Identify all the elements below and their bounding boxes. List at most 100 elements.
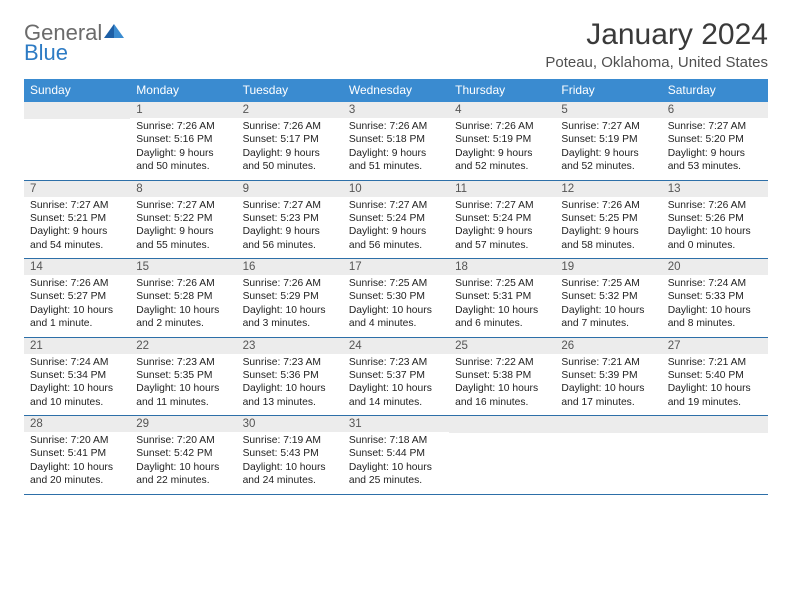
sunrise-line: Sunrise: 7:26 AM bbox=[455, 120, 549, 133]
sunset-line: Sunset: 5:39 PM bbox=[561, 369, 655, 382]
title-block: January 2024 Poteau, Oklahoma, United St… bbox=[545, 18, 768, 71]
day-number: 30 bbox=[237, 416, 343, 432]
sunrise-line: Sunrise: 7:27 AM bbox=[136, 199, 230, 212]
sunrise-line: Sunrise: 7:23 AM bbox=[349, 356, 443, 369]
dow-wed: Wednesday bbox=[343, 79, 449, 102]
day-body bbox=[449, 433, 555, 491]
week-row: 14Sunrise: 7:26 AMSunset: 5:27 PMDayligh… bbox=[24, 259, 768, 338]
daylight-line: Daylight: 10 hours and 10 minutes. bbox=[30, 382, 124, 409]
day-cell bbox=[662, 416, 768, 495]
sunset-line: Sunset: 5:23 PM bbox=[243, 212, 337, 225]
sunset-line: Sunset: 5:29 PM bbox=[243, 290, 337, 303]
day-cell: 27Sunrise: 7:21 AMSunset: 5:40 PMDayligh… bbox=[662, 337, 768, 416]
day-number: 26 bbox=[555, 338, 661, 354]
sunrise-line: Sunrise: 7:25 AM bbox=[561, 277, 655, 290]
sunset-line: Sunset: 5:17 PM bbox=[243, 133, 337, 146]
sunrise-line: Sunrise: 7:23 AM bbox=[243, 356, 337, 369]
day-body: Sunrise: 7:26 AMSunset: 5:27 PMDaylight:… bbox=[24, 275, 130, 337]
day-body bbox=[662, 433, 768, 491]
daylight-line: Daylight: 10 hours and 7 minutes. bbox=[561, 304, 655, 331]
day-body: Sunrise: 7:23 AMSunset: 5:37 PMDaylight:… bbox=[343, 354, 449, 416]
day-body: Sunrise: 7:26 AMSunset: 5:18 PMDaylight:… bbox=[343, 118, 449, 180]
sunrise-line: Sunrise: 7:26 AM bbox=[668, 199, 762, 212]
day-number: 3 bbox=[343, 102, 449, 118]
sunrise-line: Sunrise: 7:26 AM bbox=[243, 120, 337, 133]
day-body: Sunrise: 7:24 AMSunset: 5:34 PMDaylight:… bbox=[24, 354, 130, 416]
dow-mon: Monday bbox=[130, 79, 236, 102]
day-body: Sunrise: 7:27 AMSunset: 5:20 PMDaylight:… bbox=[662, 118, 768, 180]
day-number: 12 bbox=[555, 181, 661, 197]
sunset-line: Sunset: 5:16 PM bbox=[136, 133, 230, 146]
sunset-line: Sunset: 5:35 PM bbox=[136, 369, 230, 382]
day-number: 14 bbox=[24, 259, 130, 275]
dow-thu: Thursday bbox=[449, 79, 555, 102]
day-cell: 3Sunrise: 7:26 AMSunset: 5:18 PMDaylight… bbox=[343, 102, 449, 180]
sunset-line: Sunset: 5:26 PM bbox=[668, 212, 762, 225]
day-cell: 14Sunrise: 7:26 AMSunset: 5:27 PMDayligh… bbox=[24, 259, 130, 338]
sunset-line: Sunset: 5:18 PM bbox=[349, 133, 443, 146]
dow-sat: Saturday bbox=[662, 79, 768, 102]
week-row: 28Sunrise: 7:20 AMSunset: 5:41 PMDayligh… bbox=[24, 416, 768, 495]
day-body: Sunrise: 7:26 AMSunset: 5:25 PMDaylight:… bbox=[555, 197, 661, 259]
day-cell: 19Sunrise: 7:25 AMSunset: 5:32 PMDayligh… bbox=[555, 259, 661, 338]
daylight-line: Daylight: 9 hours and 55 minutes. bbox=[136, 225, 230, 252]
day-body: Sunrise: 7:25 AMSunset: 5:30 PMDaylight:… bbox=[343, 275, 449, 337]
sunrise-line: Sunrise: 7:25 AM bbox=[455, 277, 549, 290]
day-number: 16 bbox=[237, 259, 343, 275]
daylight-line: Daylight: 9 hours and 56 minutes. bbox=[349, 225, 443, 252]
daylight-line: Daylight: 10 hours and 16 minutes. bbox=[455, 382, 549, 409]
sunset-line: Sunset: 5:37 PM bbox=[349, 369, 443, 382]
day-number: 24 bbox=[343, 338, 449, 354]
daylight-line: Daylight: 9 hours and 53 minutes. bbox=[668, 147, 762, 174]
sunrise-line: Sunrise: 7:27 AM bbox=[455, 199, 549, 212]
daylight-line: Daylight: 9 hours and 50 minutes. bbox=[136, 147, 230, 174]
day-body: Sunrise: 7:27 AMSunset: 5:24 PMDaylight:… bbox=[449, 197, 555, 259]
day-cell: 31Sunrise: 7:18 AMSunset: 5:44 PMDayligh… bbox=[343, 416, 449, 495]
day-number: 17 bbox=[343, 259, 449, 275]
day-cell: 6Sunrise: 7:27 AMSunset: 5:20 PMDaylight… bbox=[662, 102, 768, 180]
day-cell: 28Sunrise: 7:20 AMSunset: 5:41 PMDayligh… bbox=[24, 416, 130, 495]
daylight-line: Daylight: 10 hours and 3 minutes. bbox=[243, 304, 337, 331]
day-body: Sunrise: 7:27 AMSunset: 5:24 PMDaylight:… bbox=[343, 197, 449, 259]
sunset-line: Sunset: 5:44 PM bbox=[349, 447, 443, 460]
day-cell: 30Sunrise: 7:19 AMSunset: 5:43 PMDayligh… bbox=[237, 416, 343, 495]
sunrise-line: Sunrise: 7:26 AM bbox=[561, 199, 655, 212]
day-number: 9 bbox=[237, 181, 343, 197]
day-body: Sunrise: 7:27 AMSunset: 5:23 PMDaylight:… bbox=[237, 197, 343, 259]
day-cell: 1Sunrise: 7:26 AMSunset: 5:16 PMDaylight… bbox=[130, 102, 236, 180]
day-cell: 5Sunrise: 7:27 AMSunset: 5:19 PMDaylight… bbox=[555, 102, 661, 180]
day-cell: 8Sunrise: 7:27 AMSunset: 5:22 PMDaylight… bbox=[130, 180, 236, 259]
day-cell: 16Sunrise: 7:26 AMSunset: 5:29 PMDayligh… bbox=[237, 259, 343, 338]
sunset-line: Sunset: 5:19 PM bbox=[561, 133, 655, 146]
day-body: Sunrise: 7:25 AMSunset: 5:32 PMDaylight:… bbox=[555, 275, 661, 337]
day-body: Sunrise: 7:27 AMSunset: 5:21 PMDaylight:… bbox=[24, 197, 130, 259]
day-cell: 20Sunrise: 7:24 AMSunset: 5:33 PMDayligh… bbox=[662, 259, 768, 338]
sunset-line: Sunset: 5:33 PM bbox=[668, 290, 762, 303]
sunrise-line: Sunrise: 7:27 AM bbox=[30, 199, 124, 212]
day-cell bbox=[449, 416, 555, 495]
day-cell bbox=[24, 102, 130, 180]
day-number: 7 bbox=[24, 181, 130, 197]
sunset-line: Sunset: 5:38 PM bbox=[455, 369, 549, 382]
sunrise-line: Sunrise: 7:26 AM bbox=[349, 120, 443, 133]
day-number: 20 bbox=[662, 259, 768, 275]
day-number: 6 bbox=[662, 102, 768, 118]
sunset-line: Sunset: 5:30 PM bbox=[349, 290, 443, 303]
daylight-line: Daylight: 9 hours and 58 minutes. bbox=[561, 225, 655, 252]
day-cell: 25Sunrise: 7:22 AMSunset: 5:38 PMDayligh… bbox=[449, 337, 555, 416]
day-number: 29 bbox=[130, 416, 236, 432]
day-number: 18 bbox=[449, 259, 555, 275]
daylight-line: Daylight: 10 hours and 14 minutes. bbox=[349, 382, 443, 409]
sunrise-line: Sunrise: 7:27 AM bbox=[668, 120, 762, 133]
daylight-line: Daylight: 9 hours and 57 minutes. bbox=[455, 225, 549, 252]
daylight-line: Daylight: 10 hours and 13 minutes. bbox=[243, 382, 337, 409]
day-cell: 22Sunrise: 7:23 AMSunset: 5:35 PMDayligh… bbox=[130, 337, 236, 416]
day-number: 15 bbox=[130, 259, 236, 275]
daylight-line: Daylight: 10 hours and 19 minutes. bbox=[668, 382, 762, 409]
sunset-line: Sunset: 5:41 PM bbox=[30, 447, 124, 460]
day-cell: 21Sunrise: 7:24 AMSunset: 5:34 PMDayligh… bbox=[24, 337, 130, 416]
day-cell: 11Sunrise: 7:27 AMSunset: 5:24 PMDayligh… bbox=[449, 180, 555, 259]
sunrise-line: Sunrise: 7:26 AM bbox=[30, 277, 124, 290]
sunset-line: Sunset: 5:28 PM bbox=[136, 290, 230, 303]
sunrise-line: Sunrise: 7:27 AM bbox=[243, 199, 337, 212]
